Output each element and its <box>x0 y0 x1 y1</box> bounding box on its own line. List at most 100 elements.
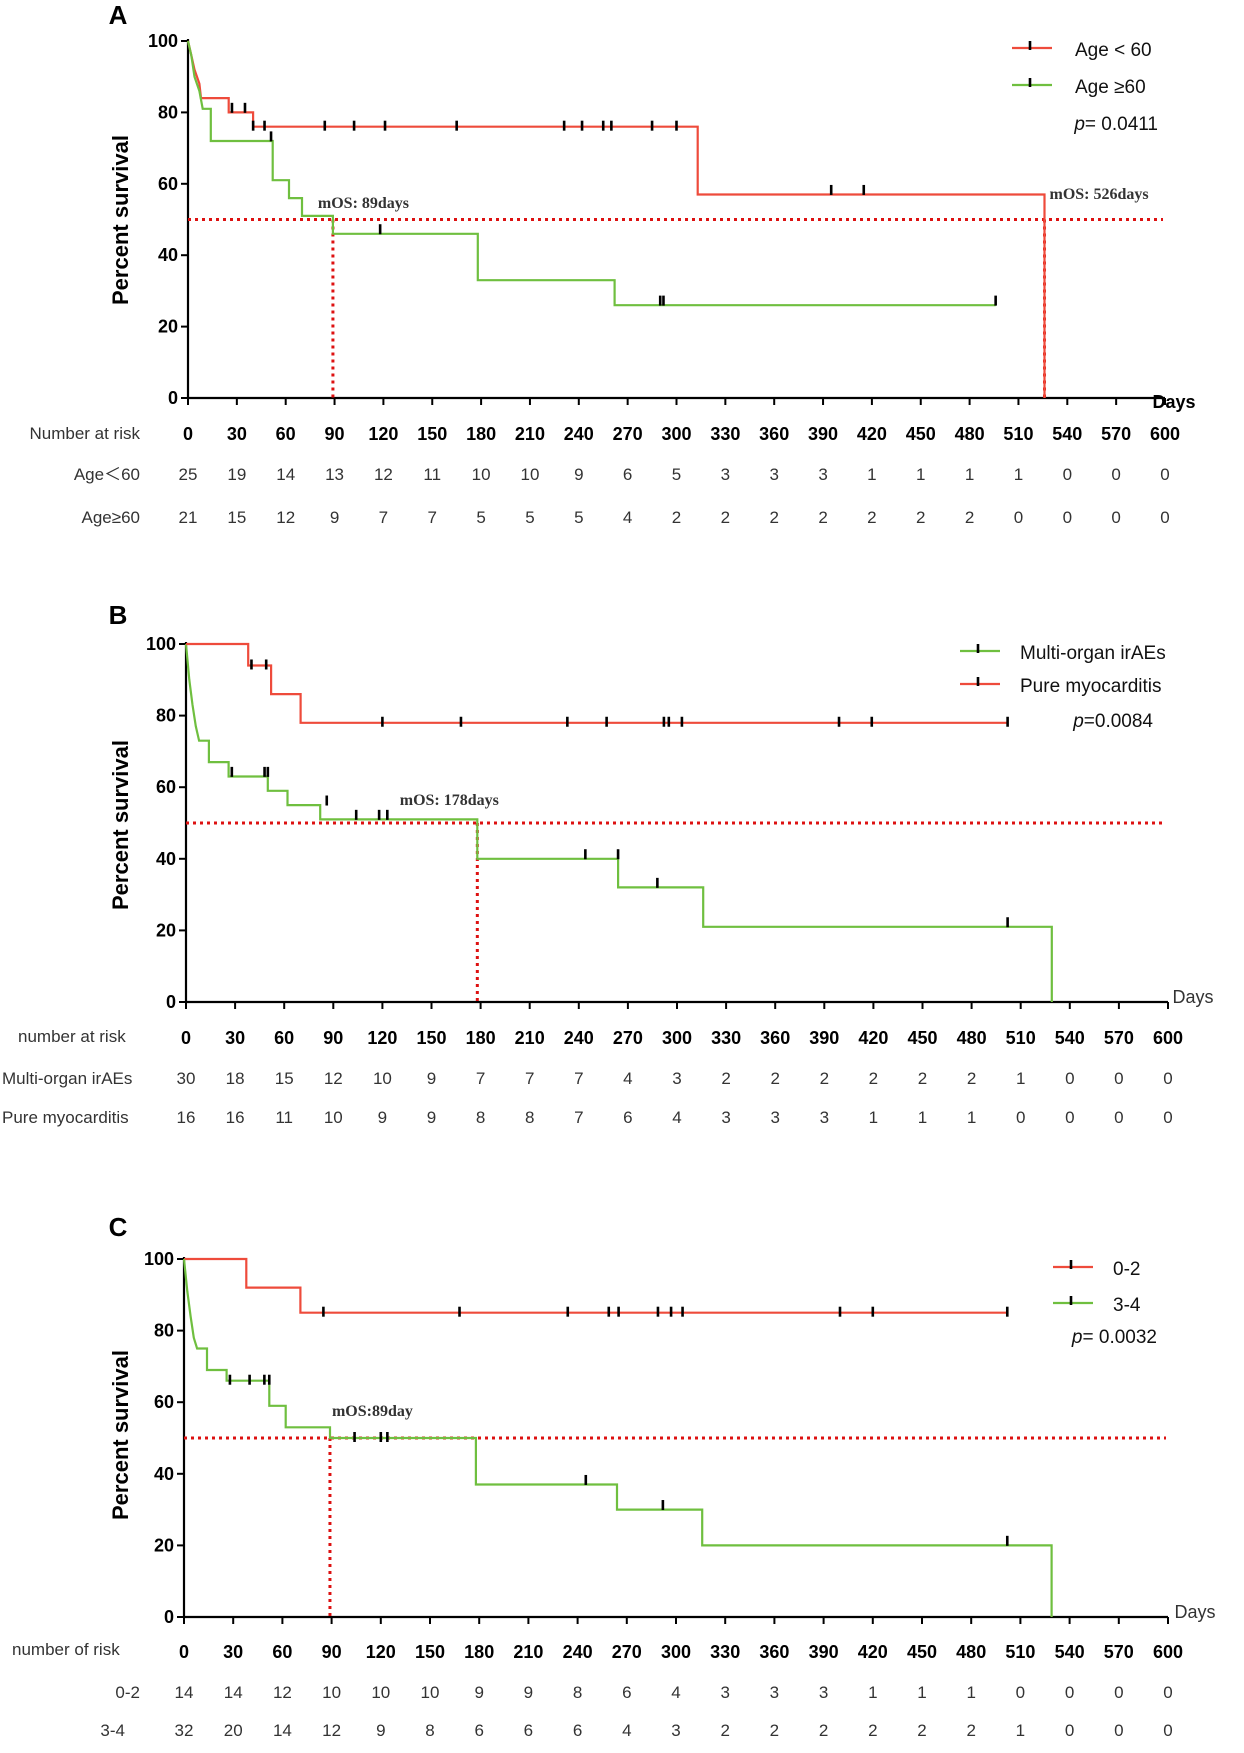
x-tick-label: 420 <box>858 1642 888 1662</box>
risk-row-label: 0-2 <box>115 1683 140 1702</box>
risk-row-label: 3-4 <box>100 1721 125 1740</box>
risk-count: 3 <box>721 465 730 484</box>
risk-count: 18 <box>226 1069 245 1088</box>
risk-count: 4 <box>672 1108 681 1127</box>
x-tick-label: 270 <box>612 1642 642 1662</box>
risk-count: 4 <box>671 1683 680 1702</box>
x-tick-label: 150 <box>415 1642 445 1662</box>
x-tick-label: 120 <box>367 1028 397 1048</box>
risk-count: 9 <box>427 1069 436 1088</box>
risk-count: 6 <box>573 1721 582 1740</box>
risk-count: 11 <box>423 465 441 484</box>
y-tick-label: 100 <box>144 1249 174 1269</box>
risk-count: 13 <box>325 465 344 484</box>
risk-count: 7 <box>574 1069 583 1088</box>
y-tick-label: 80 <box>158 102 178 122</box>
risk-count: 0 <box>1111 465 1120 484</box>
risk-count: 0 <box>1163 1721 1172 1740</box>
legend-label: Age ≥60 <box>1075 77 1146 98</box>
x-tick-label: 480 <box>957 1028 987 1048</box>
x-tick-label: 510 <box>1005 1642 1035 1662</box>
risk-count: 0 <box>1160 508 1169 527</box>
p-value-number: = 0.0411 <box>1085 114 1158 135</box>
x-tick-label: 390 <box>809 1028 839 1048</box>
risk-count: 21 <box>179 508 198 527</box>
risk-count: 0 <box>1016 1108 1025 1127</box>
risk-count: 1 <box>869 1108 878 1127</box>
survival-curve <box>186 40 996 307</box>
x-tick-label: 600 <box>1153 1642 1183 1662</box>
risk-count: 12 <box>324 1069 343 1088</box>
x-tick-label: 570 <box>1101 424 1131 444</box>
x-tick-label: 480 <box>956 1642 986 1662</box>
x-tick-label: 300 <box>661 1642 691 1662</box>
y-tick-label: 0 <box>164 1607 174 1627</box>
x-tick-label: 420 <box>857 424 887 444</box>
x-tick-label: 600 <box>1153 1028 1183 1048</box>
median-annotation: mOS: 526days <box>1050 186 1149 203</box>
survival-curve <box>186 642 1008 724</box>
x-tick-label: 570 <box>1104 1028 1134 1048</box>
risk-count: 0 <box>1114 1108 1123 1127</box>
risk-count: 5 <box>476 508 485 527</box>
x-tick-label: 0 <box>183 424 193 444</box>
y-tick-label: 0 <box>166 992 176 1012</box>
risk-count: 16 <box>226 1108 245 1127</box>
risk-row-label: Age＜60 <box>74 465 140 484</box>
y-tick-label: 40 <box>154 1464 174 1484</box>
y-tick-label: 60 <box>154 1392 174 1412</box>
risk-count: 7 <box>476 1069 485 1088</box>
risk-count: 7 <box>379 508 388 527</box>
risk-count: 1 <box>965 465 974 484</box>
legend-label: 0-2 <box>1113 1259 1140 1280</box>
x-tick-label: 510 <box>1003 424 1033 444</box>
x-tick-label: 540 <box>1052 424 1082 444</box>
risk-table-title: number at risk <box>18 1027 126 1046</box>
x-tick-label: 60 <box>274 1028 294 1048</box>
risk-count: 9 <box>474 1683 483 1702</box>
risk-count: 0 <box>1065 1108 1074 1127</box>
y-axis-label: Percent survival <box>108 740 133 910</box>
risk-count: 9 <box>524 1683 533 1702</box>
risk-count: 2 <box>769 508 778 527</box>
y-tick-label: 40 <box>158 245 178 265</box>
risk-table-title: number of risk <box>12 1640 120 1659</box>
risk-count: 2 <box>917 1721 926 1740</box>
x-tick-label: 390 <box>809 1642 839 1662</box>
panel-letter: C <box>109 1212 128 1242</box>
risk-count: 11 <box>275 1108 293 1127</box>
risk-count: 2 <box>820 1069 829 1088</box>
y-tick-label: 20 <box>158 317 178 337</box>
x-tick-label: 30 <box>223 1642 243 1662</box>
risk-count: 2 <box>918 1069 927 1088</box>
risk-count: 10 <box>371 1683 390 1702</box>
risk-count: 0 <box>1063 508 1072 527</box>
y-axis-label: Percent survival <box>108 135 133 305</box>
x-tick-label: 390 <box>808 424 838 444</box>
x-tick-label: 210 <box>513 1642 543 1662</box>
x-tick-label: 270 <box>613 1028 643 1048</box>
risk-count: 9 <box>427 1108 436 1127</box>
risk-count: 6 <box>524 1721 533 1740</box>
risk-count: 0 <box>1163 1108 1172 1127</box>
x-tick-label: 150 <box>417 424 447 444</box>
x-tick-label: 210 <box>515 424 545 444</box>
risk-count: 15 <box>275 1069 294 1088</box>
panel-letter: A <box>109 0 128 30</box>
legend-label: 3-4 <box>1113 1295 1141 1316</box>
risk-count: 4 <box>622 1721 631 1740</box>
x-tick-label: 90 <box>323 1028 343 1048</box>
risk-count: 3 <box>770 1108 779 1127</box>
risk-count: 5 <box>672 465 681 484</box>
y-tick-label: 80 <box>154 1321 174 1341</box>
risk-count: 12 <box>276 508 295 527</box>
x-tick-label: 420 <box>858 1028 888 1048</box>
risk-count: 4 <box>623 1069 632 1088</box>
risk-count: 1 <box>868 1683 877 1702</box>
x-axis-label: Days <box>1172 987 1213 1007</box>
risk-count: 10 <box>322 1683 341 1702</box>
x-tick-label: 360 <box>759 424 789 444</box>
x-tick-label: 540 <box>1055 1028 1085 1048</box>
x-tick-label: 480 <box>955 424 985 444</box>
